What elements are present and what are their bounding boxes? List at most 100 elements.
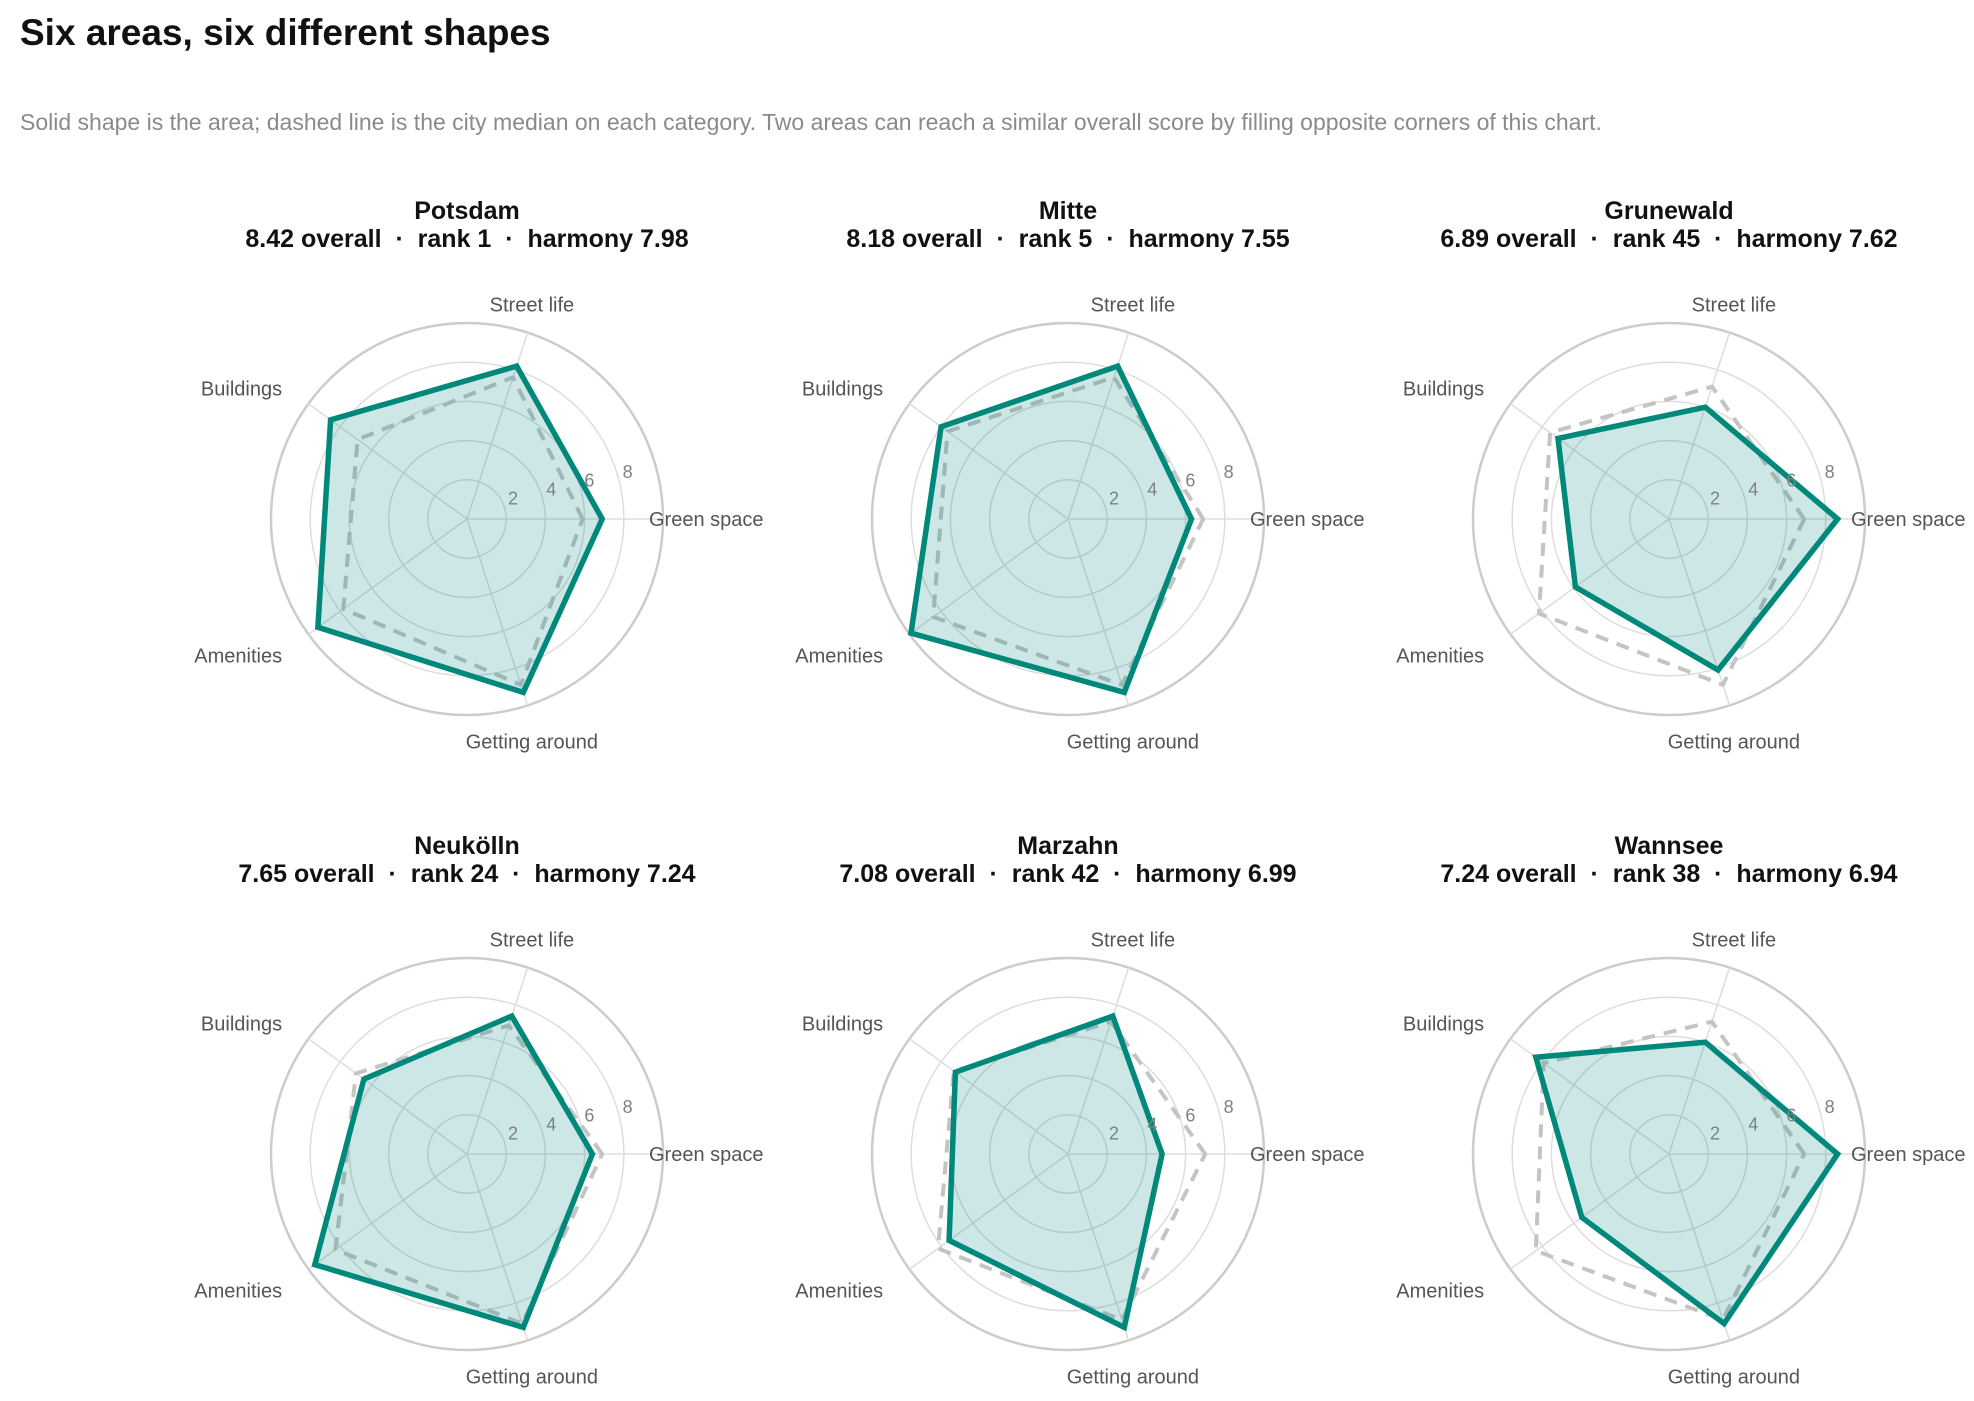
radial-tick-label: 8: [1825, 1097, 1835, 1117]
category-label: Street life: [1692, 294, 1776, 316]
category-label: Green space: [1851, 1144, 1966, 1166]
axis-spoke: [1509, 403, 1670, 520]
category-label: Green space: [649, 509, 764, 531]
chart-subtitle: 6.89 overall · rank 45 · harmony 7.62: [1440, 225, 1897, 253]
category-label: Amenities: [795, 645, 883, 667]
category-label: Getting around: [466, 732, 598, 754]
category-label: Getting around: [466, 1367, 598, 1389]
radial-tick-label: 2: [1710, 1123, 1720, 1143]
category-label: Street life: [490, 929, 574, 951]
axis-spoke: [1509, 1153, 1670, 1270]
axis-spoke: [1668, 518, 1731, 706]
area-polygon: [1554, 404, 1842, 674]
category-label: Green space: [1250, 509, 1365, 531]
chart-title: Marzahn: [1017, 832, 1118, 860]
page-subtitle: Solid shape is the area; dashed line is …: [20, 109, 1602, 135]
radial-tick-label: 6: [584, 471, 594, 491]
radial-tick-label: 2: [1109, 488, 1119, 508]
median-polygon: [936, 1019, 1208, 1322]
axis-spoke: [1668, 967, 1731, 1155]
category-label: Street life: [1091, 929, 1175, 951]
axis-spoke: [1509, 518, 1670, 635]
chart-title: Potsdam: [414, 197, 520, 225]
axis-spoke: [466, 967, 529, 1155]
chart-subtitle: 8.18 overall · rank 5 · harmony 7.55: [846, 225, 1289, 253]
category-label: Amenities: [1396, 1280, 1484, 1302]
category-label: Buildings: [1403, 379, 1484, 401]
category-label: Amenities: [1396, 645, 1484, 667]
chart-title: Neukölln: [414, 832, 520, 860]
axis-spoke: [307, 1038, 468, 1155]
category-label: Buildings: [802, 379, 883, 401]
axis-spoke: [908, 403, 1069, 520]
category-label: Buildings: [201, 1014, 282, 1036]
radial-tick-label: 2: [508, 488, 518, 508]
axis-spoke: [307, 403, 468, 520]
axis-spoke: [1067, 1153, 1130, 1341]
radial-tick-label: 4: [546, 480, 556, 500]
area-polygon: [315, 362, 606, 696]
chart-subtitle: 8.42 overall · rank 1 · harmony 7.98: [245, 225, 688, 253]
chart-subtitle: 7.08 overall · rank 42 · harmony 6.99: [839, 860, 1296, 888]
area-polygon: [946, 1012, 1165, 1332]
radial-tick-label: 8: [1825, 462, 1835, 482]
category-label: Green space: [1851, 509, 1966, 531]
chart-title: Wannsee: [1615, 832, 1724, 860]
radial-tick-label: 4: [546, 1115, 556, 1135]
category-label: Amenities: [795, 1280, 883, 1302]
axis-spoke: [908, 1038, 1069, 1155]
axis-spoke: [908, 518, 1069, 635]
area-polygon: [907, 362, 1195, 696]
radial-tick-label: 6: [1185, 1106, 1195, 1126]
category-label: Green space: [1250, 1144, 1365, 1166]
axis-spoke: [1067, 518, 1130, 706]
axis-spoke: [1668, 332, 1731, 520]
radial-tick-label: 8: [623, 1097, 633, 1117]
axis-spoke: [1668, 1153, 1731, 1341]
axis-spoke: [1067, 967, 1130, 1155]
chart-title: Mitte: [1039, 197, 1097, 225]
median-polygon: [1537, 384, 1807, 687]
radial-tick-label: 6: [1786, 1106, 1796, 1126]
radial-tick-label: 6: [1185, 471, 1195, 491]
area-polygon: [311, 1012, 596, 1331]
radial-tick-label: 4: [1748, 1115, 1758, 1135]
category-label: Getting around: [1668, 1367, 1800, 1389]
radial-tick-label: 8: [623, 462, 633, 482]
radial-tick-label: 8: [1224, 462, 1234, 482]
chart-subtitle: 7.65 overall · rank 24 · harmony 7.24: [238, 860, 695, 888]
axis-spoke: [466, 518, 529, 706]
chart-title: Grunewald: [1604, 197, 1733, 225]
category-label: Getting around: [1668, 732, 1800, 754]
category-label: Buildings: [802, 1014, 883, 1036]
category-label: Getting around: [1067, 732, 1199, 754]
category-label: Street life: [490, 294, 574, 316]
radial-tick-label: 2: [1710, 488, 1720, 508]
category-label: Street life: [1692, 929, 1776, 951]
category-label: Green space: [649, 1144, 764, 1166]
category-label: Getting around: [1067, 1367, 1199, 1389]
axis-spoke: [307, 518, 468, 635]
radial-tick-label: 4: [1147, 480, 1157, 500]
category-label: Amenities: [194, 1280, 282, 1302]
radial-tick-label: 6: [1786, 471, 1796, 491]
axis-spoke: [908, 1153, 1069, 1270]
radial-tick-label: 2: [1109, 1123, 1119, 1143]
radial-tick-label: 4: [1147, 1115, 1157, 1135]
radial-tick-label: 8: [1224, 1097, 1234, 1117]
page-title: Six areas, six different shapes: [20, 12, 551, 53]
category-label: Buildings: [201, 379, 282, 401]
area-polygon: [1532, 1039, 1842, 1328]
axis-spoke: [466, 1153, 529, 1341]
radial-tick-label: 6: [584, 1106, 594, 1126]
radial-tick-label: 4: [1748, 480, 1758, 500]
category-label: Amenities: [194, 645, 282, 667]
radial-tick-label: 2: [508, 1123, 518, 1143]
